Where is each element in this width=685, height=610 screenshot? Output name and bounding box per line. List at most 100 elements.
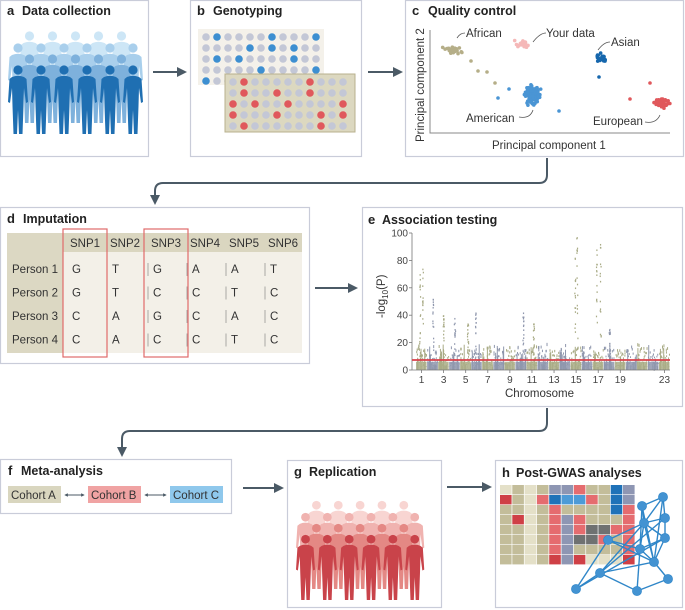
column-header: SNP6 [268,238,298,250]
snp-point [416,348,418,352]
genotype-dot [301,44,309,52]
y-tick-label: 40 [397,311,409,322]
snp-point [549,349,551,352]
snp-point [522,342,525,345]
genotype-dot [279,33,287,41]
snp-point [475,322,477,324]
genotype-dot [273,100,281,108]
genotype-dot [257,66,265,74]
genotype-dot [240,89,248,97]
table-cell: T [270,264,277,276]
genotype-dot [251,89,259,97]
panel-imputation: d Imputation SNP1 SNP2 SNP3 SNP4 SNP5 SNP6 Per… [0,206,311,365]
arrow-e-to-f [117,408,548,457]
snp-point [474,357,476,360]
snp-point [589,353,591,356]
person-body [361,544,381,600]
person-head [366,534,376,544]
genotype-dot [284,100,292,108]
snp-point [648,345,650,370]
snp-point [474,325,477,328]
snp-point [666,355,668,358]
snp-point [609,342,611,345]
panel-title: Association testing [382,213,497,227]
snp-point [443,315,445,317]
snp-point [533,352,535,354]
snp-point [419,342,421,345]
snp-point [463,344,465,370]
snp-point [443,356,445,358]
genotype-dot [290,55,298,63]
snp-point [535,357,537,359]
panel-letter: b [197,3,205,18]
genotype-dot [312,66,320,74]
snp-point [507,349,509,353]
snp-point [541,349,543,353]
person-head [322,534,332,544]
snp-point [632,352,634,355]
network-node [639,518,649,528]
snp-point [593,350,595,353]
snp-point [565,343,567,348]
table-cell: T [112,264,119,276]
snp-point [652,357,654,359]
x-tick-label: 19 [615,375,627,386]
genotype-dot [279,44,287,52]
table-cell: A [112,335,120,347]
genotype-dot [262,89,270,97]
snp-point [596,274,598,276]
snp-point [454,330,457,333]
snp-point [583,351,585,355]
snp-point [532,336,535,339]
snp-point [620,356,622,358]
snp-point [609,346,611,348]
snp-point [573,349,575,353]
snp-point [545,349,547,353]
data-point [518,41,523,46]
snp-band [438,361,449,370]
heatmap-cell [610,485,623,495]
snp-point [419,278,421,281]
population-crowd-illustration [8,31,143,134]
person-icon [405,534,425,600]
snp-point [558,355,560,357]
heatmap-cell [524,515,537,525]
person-head [312,500,321,510]
snp-point [574,296,577,299]
snp-point [450,357,452,360]
heatmap-cell [549,495,561,505]
person-icon [296,534,315,600]
person-head [128,43,138,53]
panel-letter: h [502,465,510,480]
genotype-dot [257,44,265,52]
snp-point [523,316,525,319]
panel-title: Meta-analysis [21,464,103,478]
snp-point [458,349,460,353]
snp-point [574,307,576,309]
person-body [317,544,337,600]
person-body [31,75,51,134]
snp-point [433,349,435,352]
x-tick-label: 17 [593,375,605,386]
panel-letter: d [7,211,15,226]
snp-point [662,345,664,349]
heatmap-cell [623,495,635,505]
x-tick-label: 15 [571,375,583,386]
group-label-american: American [466,113,515,125]
data-point [662,106,666,110]
snp-point [635,354,637,357]
snp-point [599,300,601,303]
snp-point [522,339,524,342]
snp-point [523,320,525,323]
snp-point [454,354,456,357]
snp-point [419,360,421,362]
snp-point [467,349,469,351]
data-point [512,38,517,43]
workflow-arrows [117,67,548,493]
snp-point [489,352,491,355]
snp-point [661,356,663,359]
genotype-dot [295,78,303,86]
data-point [596,53,600,58]
snp-point [467,358,469,360]
heatmap-cell [610,495,623,505]
